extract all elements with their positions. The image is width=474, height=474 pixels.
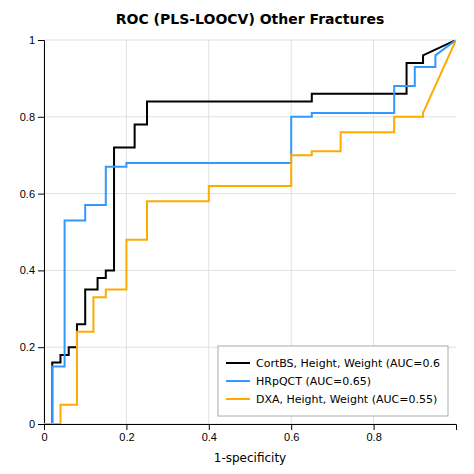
legend-label: DXA, Height, Weight (AUC=0.55) (256, 393, 437, 406)
tick-label: 0.2 (20, 341, 35, 353)
tick-label: 0.8 (20, 111, 35, 123)
legend-item: DXA, Height, Weight (AUC=0.55) (226, 393, 437, 406)
x-tick: 0.2 (119, 424, 134, 443)
tick-mark (374, 424, 375, 430)
tick-label: 0.8 (366, 431, 381, 443)
tick-label: 0.6 (284, 431, 299, 443)
chart: 0 0.2 0.4 0.6 0.8 0 0.2 0.4 0.6 0.8 1 CortBS, Heigh… (0, 0, 474, 474)
legend-swatch (226, 398, 250, 400)
grid-line (44, 40, 456, 41)
lines (44, 40, 456, 424)
x-tick: 0 (41, 424, 47, 443)
x-tick: 0.8 (366, 424, 381, 443)
tick-mark (291, 424, 292, 430)
title: ROC (PLS-LOOCV) Other Fractures (116, 11, 384, 27)
tick-label: 0.4 (20, 264, 35, 276)
grid (44, 40, 456, 424)
legend: CortBS, Height, Weight (AUC=0.6 HRpQCT (A… (218, 346, 448, 416)
tick-mark (38, 117, 44, 118)
tick-label: 0 (41, 431, 47, 443)
y-tick: 0.2 (20, 341, 44, 353)
line (44, 40, 456, 424)
x-tick: 0.4 (202, 424, 217, 443)
tick-label: 0.2 (119, 431, 134, 443)
tick-label: 0.6 (20, 188, 35, 200)
y-tick: 0.4 (20, 264, 44, 276)
axis-line (45, 425, 457, 431)
y-tick: 0.8 (20, 111, 44, 123)
plot: 0 0.2 0.4 0.6 0.8 0 0.2 0.4 0.6 0.8 1 CortBS, Heigh… (20, 34, 457, 443)
tick-mark (38, 270, 44, 271)
line (44, 40, 456, 424)
tick-mark (209, 424, 210, 430)
legend-item: HRpQCT (AUC=0.65) (226, 375, 371, 388)
legend-swatch (226, 380, 250, 382)
legend-label: HRpQCT (AUC=0.65) (256, 375, 371, 388)
y-tick: 0 (29, 418, 44, 430)
legend-label: CortBS, Height, Weight (AUC=0.6 (256, 357, 440, 370)
tick-mark (38, 194, 44, 195)
line (44, 40, 456, 424)
axis-line (38, 41, 45, 425)
grid-line (208, 40, 209, 424)
legend-item: CortBS, Height, Weight (AUC=0.6 (226, 357, 440, 370)
x-axis-title: 1-specificity (214, 451, 286, 465)
legend-swatch (226, 362, 250, 364)
tick-label: 0.4 (202, 431, 217, 443)
legend-box (218, 346, 448, 416)
y-tick: 1 (29, 34, 44, 46)
x-tick: 0.6 (284, 424, 299, 443)
grid-line (126, 40, 127, 424)
y-axis: 0 0.2 0.4 0.6 0.8 1 (20, 34, 45, 430)
tick-mark (38, 347, 44, 348)
tick-label: 1 (29, 34, 35, 46)
tick-mark (38, 424, 44, 425)
y-tick: 0.6 (20, 188, 44, 200)
tick-mark (126, 424, 127, 430)
tick-mark (38, 40, 44, 41)
x-axis: 0 0.2 0.4 0.6 0.8 (41, 424, 456, 443)
tick-label: 0 (29, 418, 35, 430)
